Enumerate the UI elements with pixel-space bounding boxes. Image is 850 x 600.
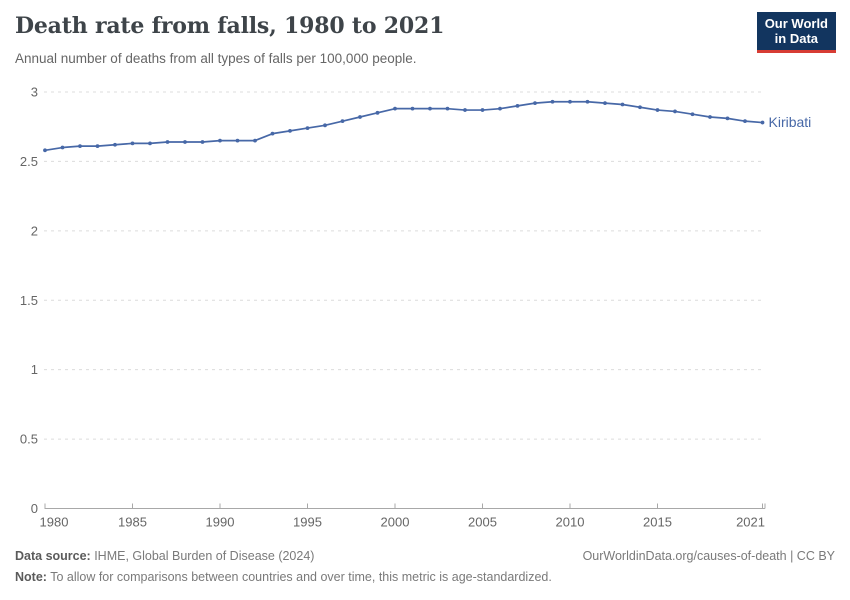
data-point-marker[interactable] bbox=[235, 138, 240, 143]
data-point-marker[interactable] bbox=[183, 140, 187, 144]
data-point-marker[interactable] bbox=[760, 120, 765, 125]
source-text: IHME, Global Burden of Disease (2024) bbox=[90, 549, 315, 563]
page-title: Death rate from falls, 1980 to 2021 bbox=[15, 13, 445, 39]
x-tick-label: 1990 bbox=[206, 515, 235, 530]
owid-logo-line1: Our World bbox=[764, 16, 828, 31]
owid-logo-line2: in Data bbox=[774, 31, 819, 47]
x-tick-label: 1995 bbox=[293, 515, 322, 530]
note-label: Note: bbox=[15, 570, 47, 584]
data-point-marker[interactable] bbox=[445, 106, 450, 111]
note-line: Note: To allow for comparisons between c… bbox=[15, 567, 552, 588]
data-point-marker[interactable] bbox=[358, 115, 362, 119]
data-point-marker[interactable] bbox=[568, 99, 572, 104]
data-point-marker[interactable] bbox=[218, 138, 222, 143]
data-point-marker[interactable] bbox=[708, 115, 712, 119]
data-point-marker[interactable] bbox=[95, 144, 100, 149]
source-line: Data source: IHME, Global Burden of Dise… bbox=[15, 546, 552, 567]
data-point-marker[interactable] bbox=[743, 119, 747, 124]
data-point-marker[interactable] bbox=[428, 106, 432, 111]
data-point-marker[interactable] bbox=[113, 142, 117, 147]
entity-label-kiribati[interactable]: Kiribati bbox=[769, 114, 812, 130]
data-point-marker[interactable] bbox=[498, 106, 502, 111]
data-point-marker[interactable] bbox=[673, 109, 677, 114]
data-point-marker[interactable] bbox=[393, 106, 397, 111]
data-point-marker[interactable] bbox=[253, 138, 257, 143]
data-point-marker[interactable] bbox=[585, 99, 590, 104]
data-point-marker[interactable] bbox=[603, 101, 607, 106]
data-point-marker[interactable] bbox=[148, 141, 152, 146]
y-tick-label: 0 bbox=[31, 501, 38, 516]
data-point-marker[interactable] bbox=[620, 102, 625, 107]
data-point-marker[interactable] bbox=[165, 140, 170, 144]
data-point-marker[interactable] bbox=[60, 145, 65, 150]
data-point-marker[interactable] bbox=[78, 144, 82, 149]
data-point-marker[interactable] bbox=[533, 101, 537, 106]
data-point-marker[interactable] bbox=[690, 112, 695, 117]
source-label: Data source: bbox=[15, 549, 91, 563]
data-point-marker[interactable] bbox=[130, 141, 135, 146]
data-point-marker[interactable] bbox=[480, 108, 485, 112]
owid-logo[interactable]: Our World in Data bbox=[756, 12, 836, 53]
note-text: To allow for comparisons between countri… bbox=[46, 570, 552, 584]
data-point-marker[interactable] bbox=[340, 119, 345, 124]
data-point-marker[interactable] bbox=[200, 140, 205, 144]
data-point-marker[interactable] bbox=[43, 148, 47, 153]
y-tick-label: 2.5 bbox=[20, 154, 38, 169]
x-tick-label: 2005 bbox=[468, 515, 497, 530]
x-tick-label: 1985 bbox=[118, 515, 147, 530]
y-tick-label: 1 bbox=[31, 362, 38, 377]
data-point-marker[interactable] bbox=[288, 128, 292, 133]
x-tick-label: 2010 bbox=[556, 515, 585, 530]
chart-footer: Data source: IHME, Global Burden of Dise… bbox=[15, 546, 552, 588]
y-tick-label: 3 bbox=[31, 85, 38, 100]
y-tick-label: 2 bbox=[31, 223, 38, 238]
data-point-marker[interactable] bbox=[375, 110, 380, 115]
data-point-marker[interactable] bbox=[725, 116, 730, 121]
attribution-link[interactable]: OurWorldinData.org/causes-of-death | CC … bbox=[582, 549, 835, 563]
data-point-marker[interactable] bbox=[655, 108, 660, 112]
x-tick-label: 2021 bbox=[736, 515, 765, 530]
data-point-marker[interactable] bbox=[463, 108, 467, 112]
page-subtitle: Annual number of deaths from all types o… bbox=[15, 51, 417, 66]
data-point-marker[interactable] bbox=[515, 103, 520, 108]
data-point-marker[interactable] bbox=[305, 126, 310, 130]
data-point-marker[interactable] bbox=[638, 105, 642, 110]
y-tick-label: 0.5 bbox=[20, 432, 38, 447]
data-point-marker[interactable] bbox=[410, 106, 415, 111]
data-point-marker[interactable] bbox=[550, 99, 555, 104]
x-tick-label: 2000 bbox=[381, 515, 410, 530]
x-tick-label: 2015 bbox=[643, 515, 672, 530]
data-point-marker[interactable] bbox=[323, 123, 327, 128]
series-line-kiribati[interactable] bbox=[44, 100, 764, 152]
x-tick-label: 1980 bbox=[40, 515, 69, 530]
data-point-marker[interactable] bbox=[270, 131, 275, 136]
y-tick-label: 1.5 bbox=[20, 293, 38, 308]
